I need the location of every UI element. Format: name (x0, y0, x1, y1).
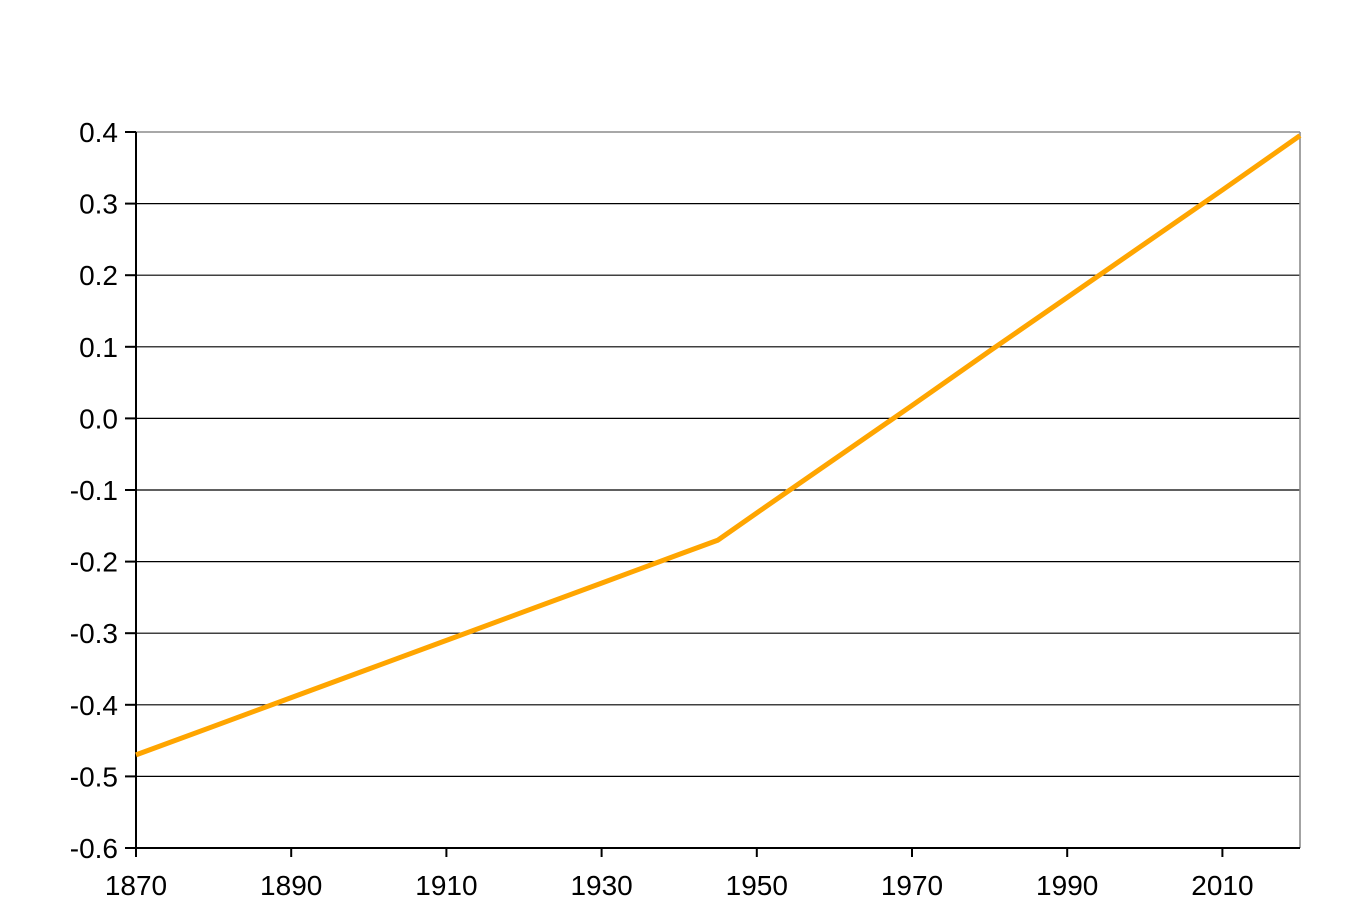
y-tick-label: -0.1 (70, 475, 118, 506)
x-tick-label: 2010 (1191, 870, 1253, 901)
y-tick-label: -0.6 (70, 833, 118, 864)
y-tick-label: 0.1 (79, 332, 118, 363)
y-tick-label: -0.3 (70, 618, 118, 649)
x-tick-label: 1930 (570, 870, 632, 901)
x-tick-label: 1950 (726, 870, 788, 901)
y-tick-label: -0.2 (70, 547, 118, 578)
y-tick-label: -0.4 (70, 690, 118, 721)
trend-line (135, 133, 1302, 758)
y-tick-label: 0.4 (79, 117, 118, 148)
y-tick-label: -0.5 (70, 761, 118, 792)
y-tick-label: 0.3 (79, 189, 118, 220)
x-tick-label: 1910 (415, 870, 477, 901)
y-tick-label: 0.2 (79, 260, 118, 291)
y-tick-label: 0.0 (79, 403, 118, 434)
x-tick-label: 1970 (881, 870, 943, 901)
x-tick-label: 1890 (260, 870, 322, 901)
x-tick-label: 1870 (105, 870, 167, 901)
x-tick-label: 1990 (1036, 870, 1098, 901)
